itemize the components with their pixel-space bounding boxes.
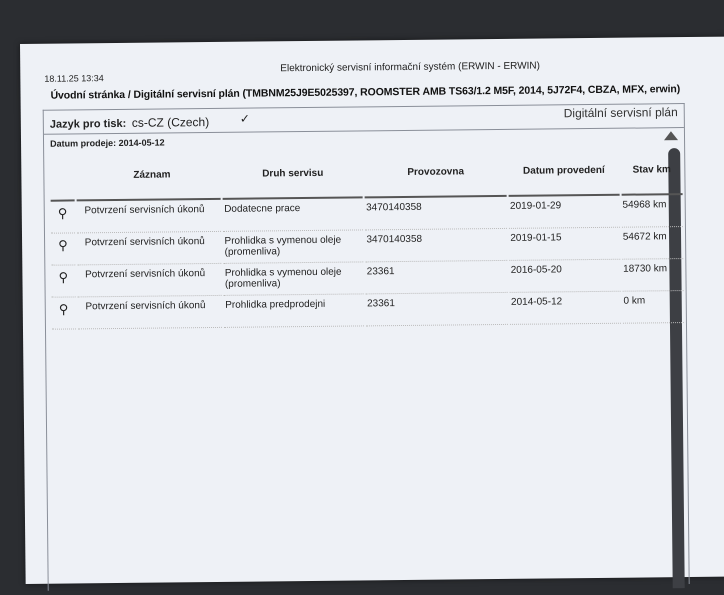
- cell-record: Potvrzení servisních úkonů: [76, 199, 222, 234]
- column-header-icon: [50, 168, 75, 202]
- column-header-date[interactable]: Datum provedení: [508, 162, 620, 197]
- cell-date: 2019-01-15: [509, 227, 621, 261]
- magnifier-icon[interactable]: ⚲: [50, 201, 75, 234]
- cell-date: 2016-05-20: [509, 259, 621, 293]
- cell-workshop: 3470140358: [365, 228, 508, 263]
- cell-workshop: 23361: [365, 260, 508, 295]
- cell-km: 54968 km: [621, 195, 683, 228]
- cell-record: Potvrzení servisních úkonů: [76, 231, 222, 266]
- cell-record: Potvrzení servisních úkonů: [77, 263, 223, 298]
- print-timestamp: 18.11.25 13:34: [44, 73, 104, 84]
- cell-date: 2019-01-29: [508, 195, 620, 229]
- service-plan-panel: Jazyk pro tisk: cs-CZ (Czech) ✓ Digitáln…: [42, 103, 690, 591]
- column-header-workshop[interactable]: Provozovna: [364, 163, 507, 199]
- column-header-type[interactable]: Druh servisu: [222, 165, 363, 200]
- service-records-table: Záznam Druh servisu Provozovna Datum pro…: [48, 162, 686, 330]
- column-header-km[interactable]: Stav km: [621, 162, 683, 196]
- cell-record: Potvrzení servisních úkonů: [77, 295, 223, 330]
- cell-date: 2014-05-12: [509, 291, 621, 325]
- cell-type: Prohlidka s vymenou oleje (promenliva): [223, 230, 364, 264]
- magnifier-icon[interactable]: ⚲: [51, 265, 76, 298]
- cell-km: 18730 km: [622, 259, 684, 292]
- cell-km: 54672 km: [621, 227, 684, 260]
- cell-type: Prohlidka s vymenou oleje (promenliva): [223, 262, 365, 296]
- language-label: Jazyk pro tisk:: [49, 117, 127, 131]
- language-select[interactable]: cs-CZ (Czech): [131, 115, 210, 130]
- system-title: Elektronický servisní informační systém …: [280, 60, 541, 75]
- breadcrumb-home[interactable]: Úvodní stránka: [50, 88, 126, 102]
- sale-date: Datum prodeje: 2014-05-12: [49, 137, 165, 149]
- cell-workshop: 23361: [366, 292, 509, 327]
- triangle-up-icon[interactable]: [663, 131, 679, 141]
- cell-km: 0 km: [622, 291, 684, 324]
- table-row[interactable]: ⚲ Potvrzení servisních úkonů Prohlidka p…: [51, 291, 684, 330]
- cell-type: Dodatecne prace: [223, 198, 364, 232]
- cell-workshop: 3470140358: [364, 196, 508, 231]
- chevron-down-icon[interactable]: ✓: [239, 111, 250, 126]
- breadcrumb: Úvodní stránka / Digitální servisní plán…: [50, 83, 680, 102]
- cell-type: Prohlidka predprodejni: [224, 294, 365, 328]
- breadcrumb-separator: /: [124, 88, 134, 101]
- column-header-record[interactable]: Záznam: [75, 166, 222, 202]
- printed-page: 18.11.25 13:34 Elektronický servisní inf…: [20, 36, 724, 591]
- magnifier-icon[interactable]: ⚲: [51, 297, 76, 330]
- magnifier-icon[interactable]: ⚲: [50, 233, 76, 266]
- breadcrumb-current: Digitální servisní plán (TMBNM25J9E50253…: [133, 83, 681, 101]
- panel-title: Digitální servisní plán: [563, 105, 678, 121]
